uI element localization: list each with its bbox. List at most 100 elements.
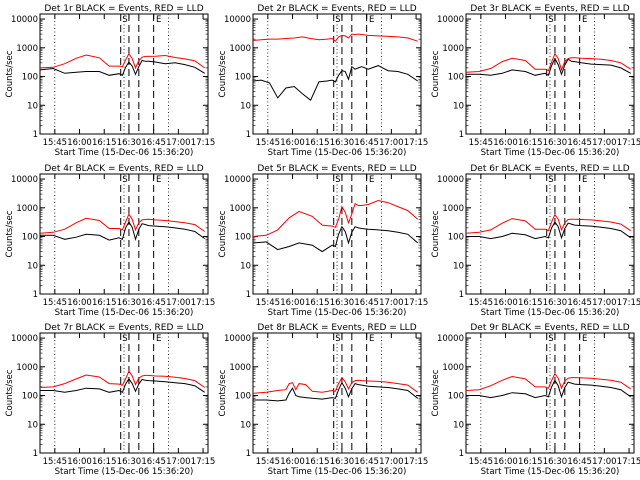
- marker-s-label: S: [335, 334, 340, 344]
- y-tick-label: 10000: [437, 175, 464, 185]
- y-tick-label: 1000: [229, 44, 251, 54]
- x-axis-label: Start Time (15-Dec-06 15:36:20): [481, 467, 620, 477]
- y-tick-label: 100: [448, 392, 464, 402]
- red-lld-series-line: [252, 376, 418, 394]
- panel-title: Det 7r BLACK = Events, RED = LLD: [44, 323, 203, 333]
- marker-s-label: S: [548, 334, 553, 344]
- x-tick-label: 17:15: [404, 298, 429, 308]
- x-tick-label: 16:30: [117, 138, 142, 148]
- x-tick-label: 17:00: [379, 298, 404, 308]
- y-tick-label: 1000: [229, 363, 251, 373]
- x-axis-label: Start Time (15-Dec-06 15:36:20): [55, 308, 194, 318]
- x-tick-label: 17:00: [379, 457, 404, 467]
- x-axis-label: Start Time (15-Dec-06 15:36:20): [268, 467, 407, 477]
- black-events-series-line: [252, 225, 419, 253]
- marker-s-label: S: [122, 15, 127, 25]
- y-tick-label: 100: [448, 233, 464, 243]
- red-lld-series-line: [39, 213, 205, 234]
- x-tick-label: 16:30: [330, 457, 355, 467]
- y-tick-label: 100: [235, 233, 251, 243]
- black-events-series-line: [40, 377, 205, 394]
- y-axis-label: Counts/sec: [5, 50, 15, 97]
- marker-s-label: S: [122, 175, 127, 185]
- x-tick-label: 17:00: [592, 138, 617, 148]
- x-tick-label: 16:45: [141, 457, 166, 467]
- y-tick-label: 10000: [224, 175, 251, 185]
- x-tick-label: 16:45: [354, 457, 379, 467]
- red-lld-series-line: [252, 33, 418, 42]
- x-tick-label: 15:45: [256, 138, 281, 148]
- y-tick-label: 1000: [442, 204, 464, 214]
- marker-s-label: S: [548, 175, 553, 185]
- black-events-series-line: [466, 57, 631, 77]
- y-tick-label: 1: [33, 130, 38, 140]
- y-tick-label: 10000: [11, 175, 38, 185]
- y-tick-label: 1: [246, 449, 251, 459]
- y-tick-label: 10: [240, 420, 251, 430]
- x-axis-label: Start Time (15-Dec-06 15:36:20): [55, 467, 194, 477]
- x-axis-label: Start Time (15-Dec-06 15:36:20): [55, 148, 194, 158]
- y-tick-label: 10000: [437, 15, 464, 25]
- x-tick-label: 17:00: [166, 138, 191, 148]
- x-tick-label: 15:45: [469, 457, 494, 467]
- y-tick-label: 100: [448, 73, 464, 83]
- y-axis-label: Counts/sec: [5, 210, 15, 257]
- y-tick-label: 10: [27, 420, 38, 430]
- x-tick-label: 17:00: [166, 457, 191, 467]
- x-tick-label: 16:00: [67, 298, 92, 308]
- y-tick-label: 100: [235, 392, 251, 402]
- y-tick-label: 10: [240, 101, 251, 111]
- x-tick-label: 16:00: [67, 138, 92, 148]
- x-tick-label: 16:00: [493, 457, 518, 467]
- panel-title: Det 6r BLACK = Events, RED = LLD: [470, 164, 629, 174]
- y-tick-label: 10: [453, 101, 464, 111]
- x-tick-label: 16:45: [567, 457, 592, 467]
- y-tick-label: 1000: [16, 204, 38, 214]
- panel-title: Det 9r BLACK = Events, RED = LLD: [470, 323, 629, 333]
- marker-e-label: E: [369, 334, 374, 344]
- x-tick-label: 16:45: [567, 138, 592, 148]
- x-tick-label: 16:15: [518, 138, 543, 148]
- y-tick-label: 10: [240, 261, 251, 271]
- x-axis-label: Start Time (15-Dec-06 15:36:20): [268, 148, 407, 158]
- red-lld-series-line: [465, 52, 631, 73]
- x-tick-label: 16:45: [354, 138, 379, 148]
- x-axis-label: Start Time (15-Dec-06 15:36:20): [268, 308, 407, 318]
- x-tick-label: 17:00: [592, 298, 617, 308]
- x-tick-label: 17:00: [166, 298, 191, 308]
- x-tick-label: 16:15: [92, 138, 117, 148]
- x-tick-label: 16:45: [141, 298, 166, 308]
- y-tick-label: 10: [453, 420, 464, 430]
- black-events-series-line: [40, 221, 205, 242]
- x-tick-label: 15:45: [43, 138, 68, 148]
- panel-title: Det 2r BLACK = Events, RED = LLD: [257, 4, 416, 14]
- x-axis-label: Start Time (15-Dec-06 15:36:20): [481, 308, 620, 318]
- red-lld-series-line: [39, 370, 205, 388]
- y-tick-label: 100: [22, 73, 38, 83]
- y-tick-label: 10: [453, 261, 464, 271]
- y-tick-label: 1000: [442, 44, 464, 54]
- marker-e-label: E: [156, 334, 161, 344]
- x-tick-label: 16:45: [141, 138, 166, 148]
- x-tick-label: 16:45: [354, 298, 379, 308]
- x-tick-label: 15:45: [256, 457, 281, 467]
- y-tick-label: 1: [246, 290, 251, 300]
- y-tick-label: 10000: [11, 334, 38, 344]
- y-tick-label: 100: [22, 233, 38, 243]
- x-tick-label: 17:15: [191, 138, 216, 148]
- x-tick-label: 16:30: [330, 298, 355, 308]
- x-tick-label: 16:30: [117, 298, 142, 308]
- x-tick-label: 15:45: [469, 138, 494, 148]
- black-events-series-line: [466, 379, 631, 399]
- panel-title: Det 4r BLACK = Events, RED = LLD: [44, 164, 203, 174]
- x-tick-label: 17:15: [404, 138, 429, 148]
- x-axis-label: Start Time (15-Dec-06 15:36:20): [481, 148, 620, 158]
- red-lld-series-line: [465, 372, 631, 391]
- marker-s-label: S: [122, 334, 127, 344]
- y-tick-label: 10000: [437, 334, 464, 344]
- y-axis-label: Counts/sec: [431, 210, 441, 257]
- y-tick-label: 1000: [442, 363, 464, 373]
- x-tick-label: 17:15: [404, 457, 429, 467]
- y-tick-label: 1: [459, 449, 464, 459]
- y-tick-label: 1: [246, 130, 251, 140]
